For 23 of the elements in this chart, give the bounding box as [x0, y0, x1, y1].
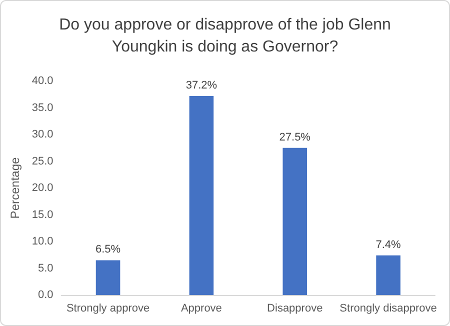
bar: [189, 96, 214, 295]
x-tick-label: Strongly disapprove: [340, 302, 437, 314]
y-tick-label: 35.0: [32, 102, 54, 114]
bar: [282, 148, 308, 295]
y-tick-label: 20.0: [32, 182, 54, 194]
data-label: 27.5%: [279, 131, 311, 144]
y-tick-label: 40.0: [32, 75, 54, 87]
data-label: 7.4%: [376, 238, 402, 251]
y-tick-label: 15.0: [32, 208, 54, 221]
data-label: 6.5%: [95, 244, 121, 256]
x-tick-label: Disapprove: [267, 302, 323, 314]
x-tick-label: Strongly approve: [66, 302, 150, 314]
y-tick-label: 25.0: [32, 155, 54, 168]
chart-title: Do you approve or disapprove of the job Glenn Youngkin is doing as Governor?: [59, 16, 391, 56]
y-tick-label: 5.0: [38, 262, 54, 274]
y-tick-label: 10.0: [32, 236, 54, 248]
bar: [376, 255, 400, 295]
y-tick-label: 30.0: [32, 128, 54, 140]
x-tick-label: Approve: [180, 302, 222, 314]
data-label: 37.2%: [186, 79, 218, 92]
y-tick-label: 0.0: [38, 289, 54, 301]
bar: [96, 260, 120, 295]
y-axis-title: Percentage: [8, 156, 22, 219]
